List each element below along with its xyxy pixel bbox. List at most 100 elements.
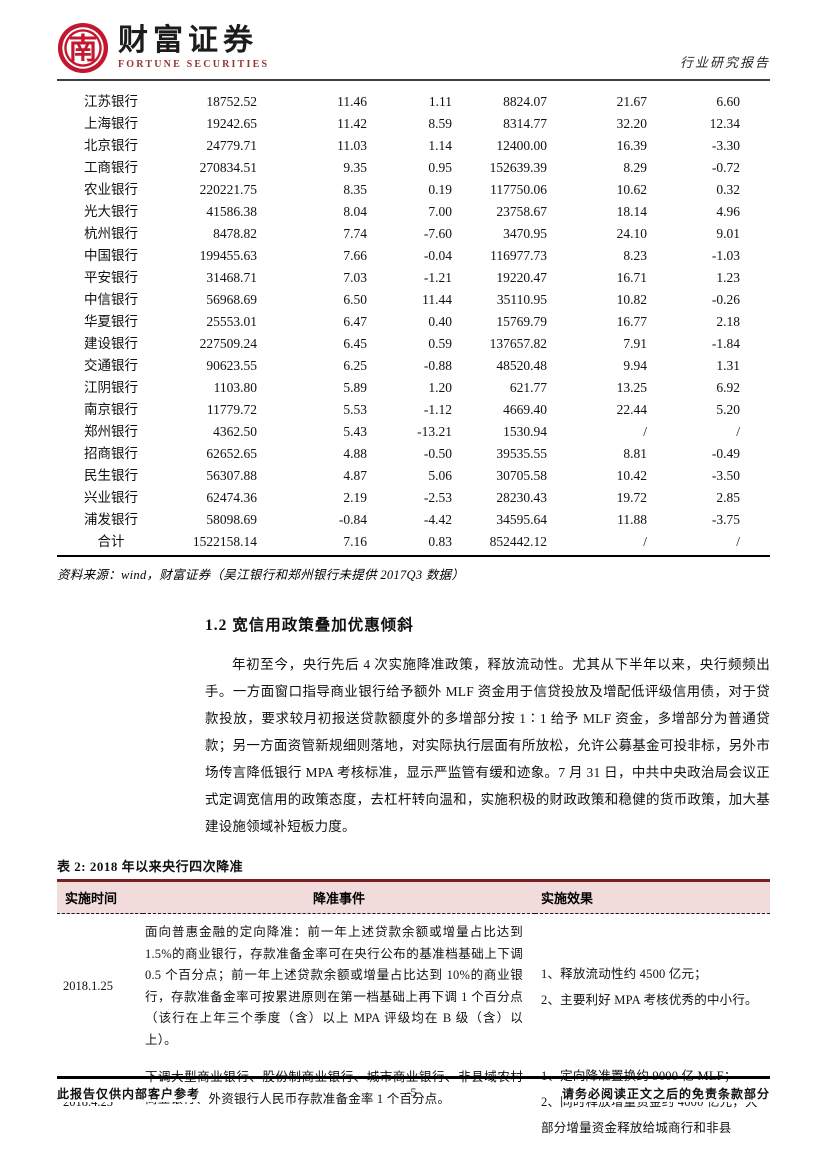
value-cell: 24.10 bbox=[616, 226, 647, 241]
value-cell: -0.72 bbox=[711, 160, 740, 175]
bank-row: 浦发银行 58098.69 -0.84 -4.42 34595.64 11.88 -3.75 bbox=[57, 509, 770, 531]
value-cell: 5.89 bbox=[343, 380, 367, 395]
value-cell: 6.50 bbox=[343, 292, 367, 307]
value-cell: 18752.52 bbox=[206, 94, 257, 109]
value-cell: 32.20 bbox=[616, 116, 647, 131]
value-cell: 11.46 bbox=[337, 94, 367, 109]
bank-row: 上海银行 19242.65 11.42 8.59 8314.77 32.20 12.34 bbox=[57, 113, 770, 135]
value-cell: -1.03 bbox=[711, 248, 740, 263]
value-cell: 56968.69 bbox=[206, 292, 257, 307]
bank-name-cell: 华夏银行 bbox=[84, 314, 138, 329]
bank-row: 招商银行 62652.65 4.88 -0.50 39535.55 8.81 -0.49 bbox=[57, 443, 770, 465]
value-cell: 1.23 bbox=[716, 270, 740, 285]
value-cell: -1.12 bbox=[423, 402, 452, 417]
value-cell: 62652.65 bbox=[206, 446, 257, 461]
bank-name-cell: 交通银行 bbox=[84, 358, 138, 373]
value-cell: 41586.38 bbox=[206, 204, 257, 219]
value-cell: 5.06 bbox=[428, 468, 452, 483]
value-cell: 199455.63 bbox=[199, 248, 257, 263]
value-cell: 16.39 bbox=[616, 138, 647, 153]
value-cell: -1.84 bbox=[711, 336, 740, 351]
brand-name-en: FORTUNE SECURITIES bbox=[118, 59, 270, 70]
value-cell: / bbox=[547, 531, 647, 557]
value-cell: 7.00 bbox=[428, 204, 452, 219]
value-cell: 10.62 bbox=[616, 182, 647, 197]
bank-name-cell: 郑州银行 bbox=[84, 424, 138, 439]
value-cell: 11.42 bbox=[337, 116, 367, 131]
bank-name-cell: 江阴银行 bbox=[84, 380, 138, 395]
value-cell: 12400.00 bbox=[496, 138, 547, 153]
value-cell: 1.11 bbox=[428, 94, 452, 109]
value-cell: 8.23 bbox=[623, 248, 647, 263]
value-cell: 15769.79 bbox=[496, 314, 547, 329]
value-cell: 8824.07 bbox=[503, 94, 547, 109]
value-cell: 9.01 bbox=[716, 226, 740, 241]
value-cell: 6.25 bbox=[343, 358, 367, 373]
value-cell: 13.25 bbox=[616, 380, 647, 395]
policy-row: 2018.4.25下调大型商业银行、股份制商业银行、城市商业银行、非县域农村商业… bbox=[57, 1059, 770, 1145]
value-cell: 4.88 bbox=[343, 446, 367, 461]
value-cell: -0.49 bbox=[711, 446, 740, 461]
brand-logo: 南 财富证券 FORTUNE SECURITIES bbox=[57, 22, 269, 74]
value-cell: 6.92 bbox=[716, 380, 740, 395]
bank-name-cell: 工商银行 bbox=[84, 160, 138, 175]
bank-row: 交通银行 90623.55 6.25 -0.88 48520.48 9.94 1.31 bbox=[57, 355, 770, 377]
value-cell: 6.60 bbox=[716, 94, 740, 109]
bank-row: 郑州银行 4362.50 5.43 -13.21 1530.94 / / bbox=[57, 421, 770, 443]
brand-text: 财富证券 FORTUNE SECURITIES bbox=[118, 26, 269, 70]
value-cell: 227509.24 bbox=[199, 336, 257, 351]
value-cell: 621.77 bbox=[509, 380, 547, 395]
value-cell: -1.21 bbox=[423, 270, 452, 285]
bank-row: 兴业银行 62474.36 2.19 -2.53 28230.43 19.72 2.85 bbox=[57, 487, 770, 509]
policy-header-row: 实施时间 降准事件 实施效果 bbox=[57, 879, 770, 914]
value-cell: 8.35 bbox=[343, 182, 367, 197]
value-cell: 9.94 bbox=[623, 358, 647, 373]
bank-name-cell: 南京银行 bbox=[84, 402, 138, 417]
policy-effect-line: 1、释放流动性约 4500 亿元； bbox=[541, 966, 707, 981]
bank-name-cell: 合计 bbox=[57, 531, 165, 557]
value-cell: / bbox=[736, 424, 740, 439]
value-cell: 852442.12 bbox=[452, 531, 547, 557]
policy-event-cell: 下调大型商业银行、股份制商业银行、城市商业银行、非县域农村商业银行、外资银行人民… bbox=[145, 1070, 523, 1106]
value-cell: 5.20 bbox=[716, 402, 740, 417]
value-cell: 11.88 bbox=[617, 512, 647, 527]
value-cell: 16.71 bbox=[616, 270, 647, 285]
bank-row: 光大银行 41586.38 8.04 7.00 23758.67 18.14 4.96 bbox=[57, 201, 770, 223]
bank-name-cell: 平安银行 bbox=[84, 270, 138, 285]
bank-row: 华夏银行 25553.01 6.47 0.40 15769.79 16.77 2.18 bbox=[57, 311, 770, 333]
policy-event-cell: 面向普惠金融的定向降准：前一年上述贷款余额或增量占比达到 1.5%的商业银行，存… bbox=[145, 925, 523, 1047]
page-footer: -5- 此报告仅供内部客户参考 请务必阅读正文之后的免责条款部分 bbox=[57, 1076, 770, 1102]
value-cell: 12.34 bbox=[709, 116, 740, 131]
value-cell: 19220.47 bbox=[496, 270, 547, 285]
policy-effect-line: 2、主要利好 MPA 考核优秀的中小行。 bbox=[541, 992, 758, 1007]
bank-row: 工商银行 270834.51 9.35 0.95 152639.39 8.29 -0.72 bbox=[57, 157, 770, 179]
value-cell: 8.29 bbox=[623, 160, 647, 175]
bank-name-cell: 招商银行 bbox=[84, 446, 138, 461]
bank-name-cell: 兴业银行 bbox=[84, 490, 138, 505]
value-cell: 7.66 bbox=[343, 248, 367, 263]
value-cell: 1522158.14 bbox=[165, 531, 257, 557]
value-cell: 3470.95 bbox=[503, 226, 547, 241]
value-cell: 1.14 bbox=[428, 138, 452, 153]
value-cell: 7.91 bbox=[623, 336, 647, 351]
footer-left-note: 此报告仅供内部客户参考 bbox=[57, 1085, 201, 1102]
policy-table-head: 实施时间 降准事件 实施效果 bbox=[57, 879, 770, 914]
fortune-securities-seal-icon: 南 bbox=[57, 22, 109, 74]
col-header-event: 降准事件 bbox=[143, 879, 535, 914]
bank-row: 杭州银行 8478.82 7.74 -7.60 3470.95 24.10 9.01 bbox=[57, 223, 770, 245]
value-cell: -4.42 bbox=[423, 512, 452, 527]
value-cell: 5.43 bbox=[343, 424, 367, 439]
bank-row: 江阴银行 1103.80 5.89 1.20 621.77 13.25 6.92 bbox=[57, 377, 770, 399]
section-paragraph: 年初至今，央行先后 4 次实施降准政策，释放流动性。尤其从下半年以来，央行频频出… bbox=[205, 657, 770, 834]
bank-row: 北京银行 24779.71 11.03 1.14 12400.00 16.39 -3.30 bbox=[57, 135, 770, 157]
bank-name-cell: 江苏银行 bbox=[84, 94, 138, 109]
value-cell: 30705.58 bbox=[496, 468, 547, 483]
bank-name-cell: 光大银行 bbox=[84, 204, 138, 219]
bank-data-table: 江苏银行 18752.52 11.46 1.11 8824.07 21.67 6.60 上海银… bbox=[57, 91, 770, 557]
value-cell: 8.59 bbox=[428, 116, 452, 131]
value-cell: -0.88 bbox=[423, 358, 452, 373]
value-cell: 35110.95 bbox=[496, 292, 547, 307]
value-cell: -3.30 bbox=[711, 138, 740, 153]
bank-name-cell: 民生银行 bbox=[84, 468, 138, 483]
